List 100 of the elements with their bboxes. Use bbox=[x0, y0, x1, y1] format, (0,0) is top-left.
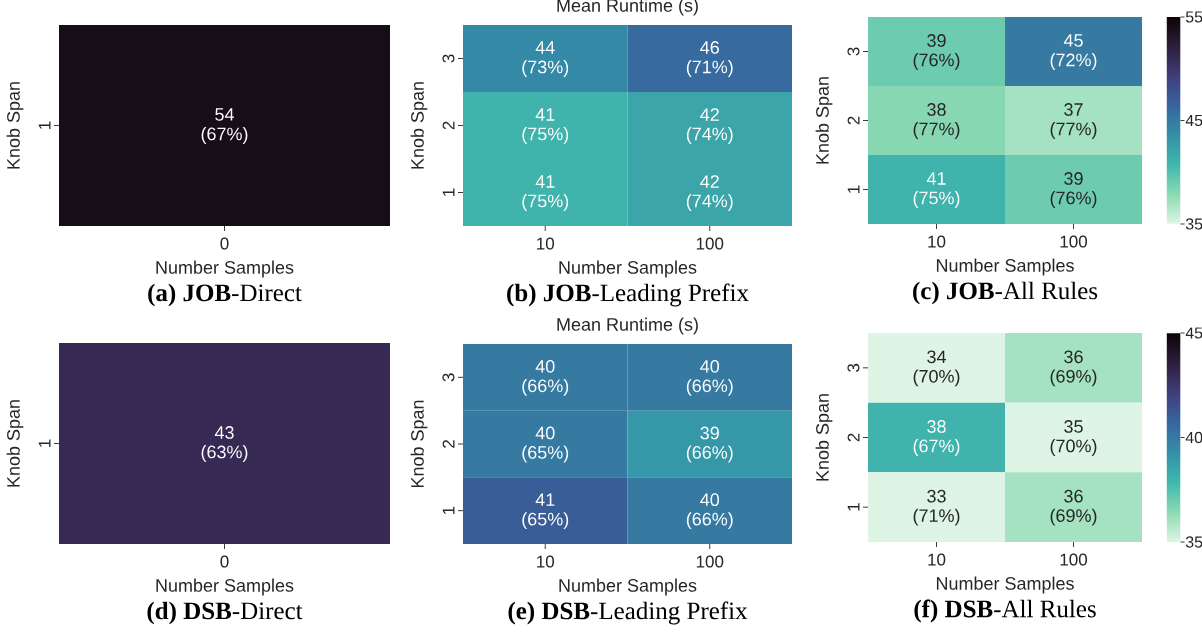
data-label: 39 bbox=[1064, 172, 1083, 185]
data-label: 39 bbox=[927, 34, 946, 47]
data-label: 40 bbox=[700, 359, 720, 373]
data-label: 38 bbox=[927, 420, 946, 433]
annotation: (71%) bbox=[913, 508, 960, 526]
annotation: (77%) bbox=[913, 122, 960, 139]
text: (c) JOB-All Rules bbox=[913, 281, 1098, 305]
annotation: (76%) bbox=[913, 53, 960, 70]
y-tick-label: 2 bbox=[442, 121, 455, 130]
annotation: (71%) bbox=[686, 60, 733, 77]
data-label: 43 bbox=[214, 426, 234, 439]
color-bar-label: 35 bbox=[1185, 536, 1202, 548]
annotation: (74%) bbox=[686, 194, 733, 211]
annotation: (75%) bbox=[522, 127, 569, 144]
annotation: (66%) bbox=[522, 378, 569, 396]
y-tick-label: 2 bbox=[847, 116, 860, 125]
y-tick-label: 3 bbox=[442, 54, 455, 63]
x-tick-label: 10 bbox=[537, 237, 555, 250]
data-label: 33 bbox=[927, 489, 946, 503]
color-bar-label: 45 bbox=[1185, 327, 1202, 339]
annotation: (66%) bbox=[686, 512, 733, 530]
x-tick-label: 10 bbox=[537, 555, 555, 568]
data-label: 41 bbox=[535, 108, 555, 121]
x-axis-title: Number Samples bbox=[559, 260, 697, 278]
color-bar-label: 35 bbox=[1185, 218, 1202, 230]
x-tick-label: 0 bbox=[220, 555, 229, 568]
color-bar-label: 55 bbox=[1185, 11, 1202, 23]
y-tick-label: 2 bbox=[442, 440, 455, 448]
color-bar-label: 40 bbox=[1185, 431, 1202, 444]
x-axis-title: Number Samples bbox=[559, 578, 697, 596]
annotation: (70%) bbox=[1050, 439, 1097, 456]
data-label: 41 bbox=[926, 172, 946, 185]
data-label: 41 bbox=[535, 493, 555, 506]
x-axis-title: Number Samples bbox=[936, 576, 1074, 594]
y-axis-title: Knob Span bbox=[815, 394, 833, 481]
annotation: (75%) bbox=[522, 194, 569, 211]
y-tick-label: 3 bbox=[847, 363, 860, 372]
data-label: 41 bbox=[535, 175, 555, 188]
color-bar-label: 45 bbox=[1185, 114, 1202, 127]
annotation: (69%) bbox=[1050, 508, 1097, 526]
annotation: (66%) bbox=[686, 378, 733, 396]
y-tick-label: 1 bbox=[847, 185, 860, 193]
annotation: (66%) bbox=[686, 445, 733, 463]
annotation: (77%) bbox=[1050, 122, 1097, 139]
data-label: 54 bbox=[215, 108, 234, 121]
data-label: 44 bbox=[535, 41, 555, 54]
x-tick-label: 100 bbox=[1060, 553, 1088, 566]
y-axis-title: Knob Span bbox=[6, 400, 24, 487]
annotation: (76%) bbox=[1050, 191, 1097, 208]
data-label: 46 bbox=[700, 41, 719, 54]
annotation: (65%) bbox=[522, 512, 569, 530]
annotation: (69%) bbox=[1050, 369, 1097, 387]
y-tick-label: 3 bbox=[847, 47, 860, 56]
data-label: 40 bbox=[535, 359, 555, 373]
x-tick-label: 100 bbox=[696, 237, 724, 250]
annotation: (63%) bbox=[201, 445, 248, 462]
data-label: 42 bbox=[700, 175, 719, 188]
y-tick-label: 1 bbox=[38, 439, 51, 447]
x-tick-label: 0 bbox=[220, 237, 229, 250]
text: (d) DSB-Direct bbox=[147, 601, 303, 625]
data-label: 36 bbox=[1064, 489, 1083, 503]
data-label: 42 bbox=[700, 108, 719, 121]
data-label: 36 bbox=[1064, 350, 1083, 364]
y-tick-label: 1 bbox=[847, 503, 860, 511]
x-axis-title: Number Samples bbox=[156, 578, 294, 596]
data-label: 38 bbox=[927, 103, 946, 116]
data-label: 37 bbox=[1064, 103, 1083, 116]
text: (a) JOB-Direct bbox=[148, 283, 302, 307]
x-axis-title: Number Samples bbox=[936, 258, 1074, 276]
text: (b) JOB-Leading Prefix bbox=[507, 283, 749, 307]
text: (e) DSB-Leading Prefix bbox=[508, 601, 748, 625]
annotation: (67%) bbox=[913, 439, 960, 456]
annotation: (70%) bbox=[913, 369, 960, 387]
y-tick-label: 1 bbox=[442, 506, 455, 515]
text: (f) DSB-All Rules bbox=[914, 599, 1096, 623]
data-label: 40 bbox=[535, 426, 555, 440]
x-tick-label: 100 bbox=[696, 555, 724, 568]
y-axis-title: Knob Span bbox=[410, 400, 428, 488]
data-label: 39 bbox=[700, 426, 719, 440]
data-label: 35 bbox=[1064, 420, 1083, 433]
annotation: (72%) bbox=[1050, 53, 1097, 70]
annotation: (75%) bbox=[913, 191, 960, 208]
y-axis-title: Knob Span bbox=[815, 77, 833, 164]
y-tick-label: 1 bbox=[442, 188, 455, 196]
chart-title: Mean Runtime (s) bbox=[557, 317, 698, 335]
x-tick-label: 100 bbox=[1060, 235, 1088, 248]
data-label: 45 bbox=[1063, 34, 1083, 47]
annotation: (65%) bbox=[522, 445, 569, 463]
x-tick-label: 10 bbox=[928, 553, 946, 566]
y-tick-label: 3 bbox=[442, 373, 455, 382]
x-tick-label: 10 bbox=[928, 235, 946, 248]
annotation: (74%) bbox=[686, 127, 733, 144]
x-axis-title: Number Samples bbox=[156, 260, 294, 278]
y-axis-title: Knob Span bbox=[410, 82, 428, 169]
annotation: (73%) bbox=[522, 60, 569, 77]
annotation: (67%) bbox=[201, 127, 248, 144]
data-label: 34 bbox=[927, 350, 946, 364]
y-tick-label: 1 bbox=[38, 121, 51, 129]
data-label: 40 bbox=[700, 493, 720, 507]
y-axis-title: Knob Span bbox=[6, 82, 24, 169]
